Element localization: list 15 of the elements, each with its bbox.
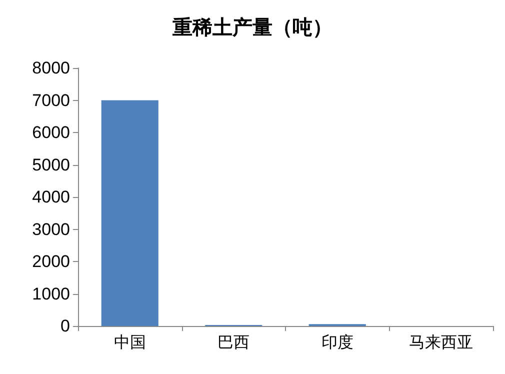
bar: [101, 100, 158, 326]
x-tick-label: 中国: [114, 332, 146, 352]
y-tick-label: 0: [60, 316, 70, 336]
y-tick-label: 8000: [32, 58, 70, 78]
y-tick-label: 4000: [32, 188, 70, 206]
y-tick-label: 3000: [32, 220, 70, 239]
y-tick-label: 2000: [32, 252, 70, 271]
chart-title: 重稀土产量（吨）: [172, 15, 332, 39]
y-tick-label: 1000: [32, 284, 70, 304]
y-tick-label: 6000: [32, 123, 70, 142]
y-tick-label: 5000: [32, 155, 70, 174]
x-tick-label: 印度: [321, 332, 354, 352]
x-tick-label: 马来西亚: [409, 332, 474, 352]
x-tick-label: 巴西: [218, 332, 250, 352]
y-tick-label: 7000: [32, 90, 70, 110]
